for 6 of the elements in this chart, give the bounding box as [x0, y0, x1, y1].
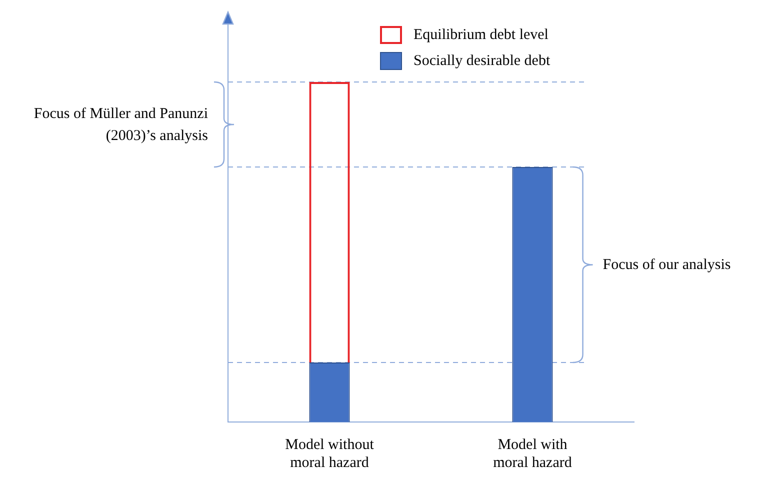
legend-label: Equilibrium debt level [414, 26, 548, 44]
text: Focus of our analysis [602, 256, 731, 275]
x-tick-label: Model without moral hazard [285, 436, 375, 471]
text: Focus of Müller and Panunzi (2003)’s analysis [32, 104, 208, 146]
legend-label: Socially desirable debt [414, 52, 550, 70]
x-tick-label: Model with moral hazard [493, 436, 572, 471]
